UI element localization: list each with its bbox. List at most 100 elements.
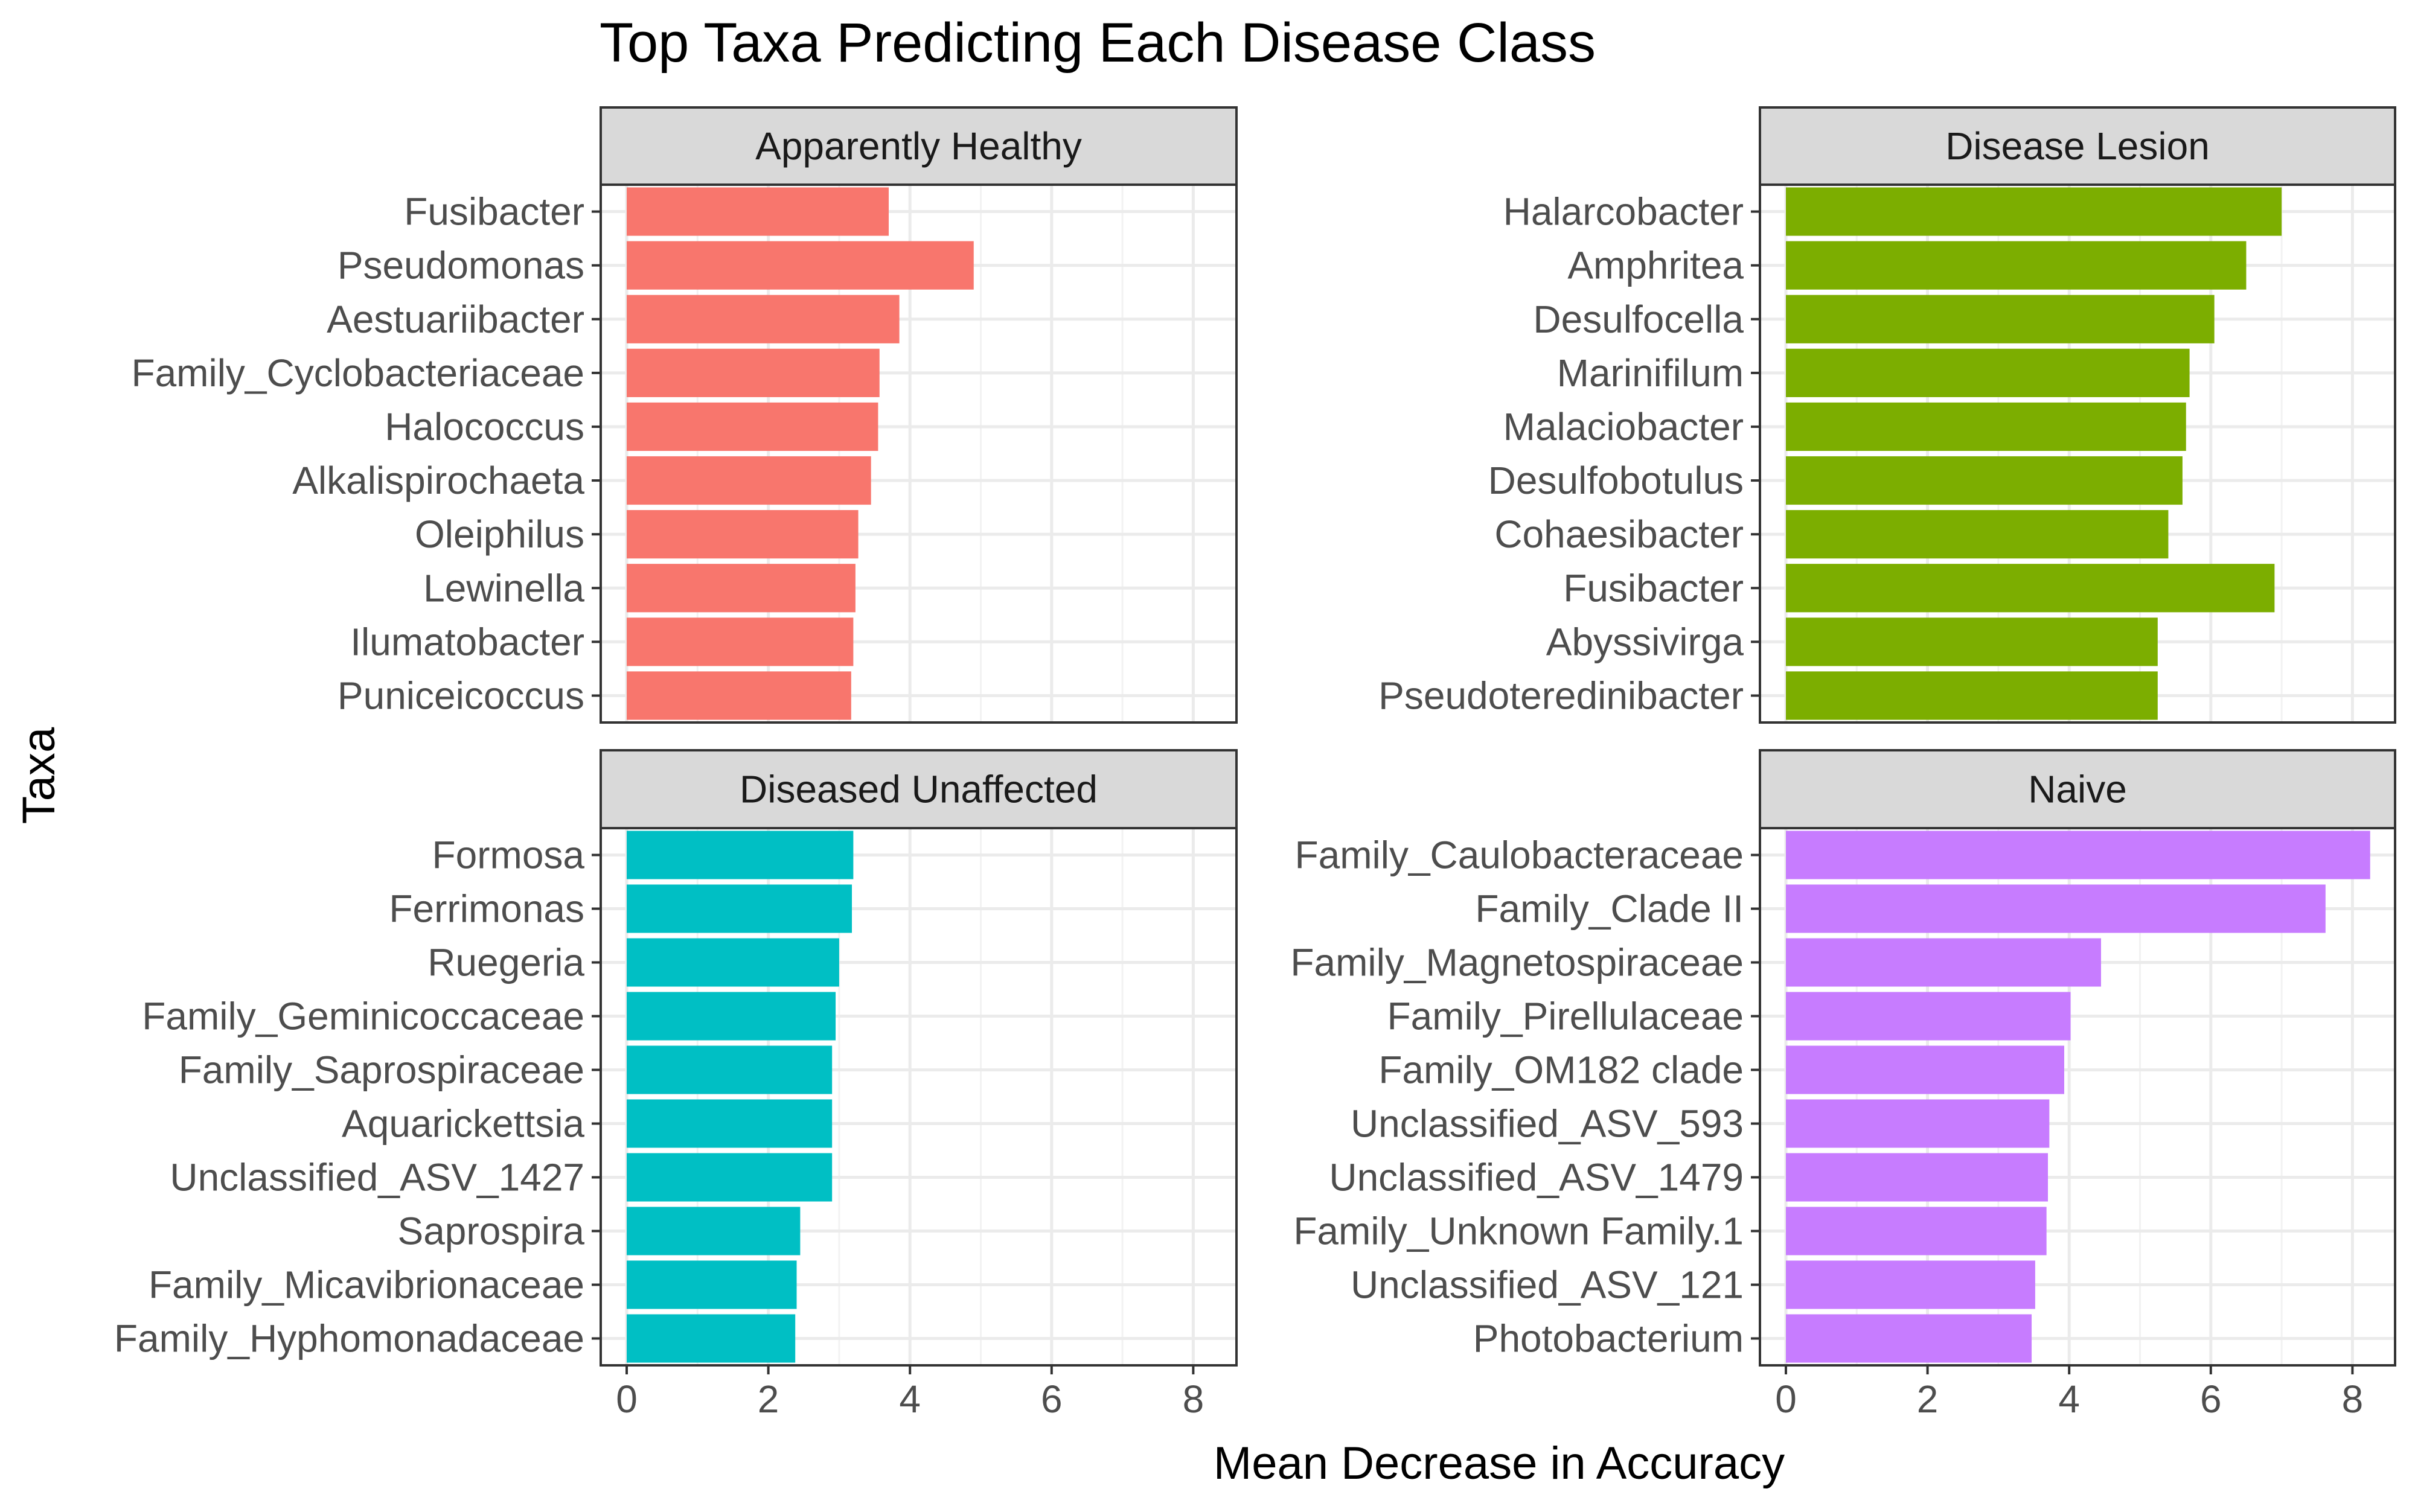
y-tick-label-pseudoteredinibacter: Pseudoteredinibacter [1378, 674, 1744, 717]
bar-ruegeria [627, 938, 839, 987]
bar-unclassified-asv-121 [1786, 1260, 2035, 1309]
y-tick-label-amphritea: Amphritea [1567, 244, 1744, 287]
bar-family-geminicoccaceae [627, 992, 836, 1041]
bar-amphritea [1786, 241, 2247, 290]
y-tick-label-pseudomonas: Pseudomonas [337, 244, 584, 287]
bar-oleiphilus [627, 510, 859, 559]
y-tick-label-halarcobacter: Halarcobacter [1503, 190, 1744, 234]
facet-strip [1759, 106, 2396, 186]
bar-fusibacter [1786, 564, 2275, 613]
bar-cohaesibacter [1786, 510, 2169, 559]
facet-strip [600, 749, 1238, 829]
y-tick-label-family-cyclobacteriaceae: Family_Cyclobacteriaceae [131, 351, 584, 395]
bar-unclassified-asv-593 [1786, 1099, 2050, 1148]
bar-family-pirellulaceae [1786, 992, 2071, 1041]
facet-strip [1759, 749, 2396, 829]
y-tick-label-saprospira: Saprospira [398, 1210, 585, 1253]
bar-family-clade-ii [1786, 884, 2326, 933]
bar-desulfobotulus [1786, 456, 2183, 505]
x-tick-label: 8 [1183, 1377, 1204, 1421]
bar-pseudomonas [627, 241, 974, 290]
bar-formosa [627, 831, 854, 879]
x-axis-label: Mean Decrease in Accuracy [1214, 1438, 1785, 1489]
facets-layer: Apparently Healthy Fusibacter Pseudomonas A… [114, 106, 2396, 1421]
bar-family-unknown-family-1 [1786, 1207, 2047, 1255]
bar-halococcus [627, 402, 878, 451]
bar-fusibacter [627, 187, 889, 236]
x-tick-label: 2 [1917, 1377, 1939, 1421]
y-tick-label-abyssivirga: Abyssivirga [1546, 620, 1744, 663]
x-tick-label: 4 [2058, 1377, 2080, 1421]
y-tick-label-oleiphilus: Oleiphilus [415, 512, 584, 556]
y-tick-label-fusibacter: Fusibacter [404, 190, 584, 234]
bar-malaciobacter [1786, 402, 2186, 451]
facet-strip-label: Disease Lesion [1945, 124, 2210, 168]
bar-puniceicoccus [627, 671, 851, 720]
y-tick-label-ruegeria: Ruegeria [427, 941, 584, 984]
y-axis-label: Taxa [13, 727, 65, 824]
y-tick-label-unclassified-asv-1479: Unclassified_ASV_1479 [1329, 1156, 1744, 1199]
bar-unclassified-asv-1427 [627, 1153, 833, 1202]
bar-family-caulobacteraceae [1786, 831, 2370, 879]
y-tick-label-malaciobacter: Malaciobacter [1503, 405, 1744, 448]
y-tick-label-formosa: Formosa [432, 834, 585, 877]
x-tick-label: 0 [1775, 1377, 1797, 1421]
x-tick-label: 6 [2200, 1377, 2222, 1421]
y-tick-label-family-geminicoccaceae: Family_Geminicoccaceae [142, 995, 584, 1038]
y-tick-label-cohaesibacter: Cohaesibacter [1494, 512, 1744, 556]
bar-halarcobacter [1786, 187, 2282, 236]
bar-ferrimonas [627, 884, 852, 933]
y-tick-label-family-hyphomonadaceae: Family_Hyphomonadaceae [114, 1317, 584, 1360]
x-tick-label: 6 [1041, 1377, 1063, 1421]
y-tick-label-family-pirellulaceae: Family_Pirellulaceae [1387, 995, 1744, 1038]
y-tick-label-ilumatobacter: Ilumatobacter [350, 620, 584, 663]
y-tick-label-desulfobotulus: Desulfobotulus [1488, 459, 1744, 502]
y-tick-label-marinifilum: Marinifilum [1557, 351, 1744, 395]
bar-family-om182-clade [1786, 1045, 2064, 1094]
y-tick-label-desulfocella: Desulfocella [1533, 298, 1744, 341]
y-tick-label-unclassified-asv-121: Unclassified_ASV_121 [1351, 1263, 1744, 1307]
y-tick-label-halococcus: Halococcus [385, 405, 584, 448]
bar-family-micavibrionaceae [627, 1260, 797, 1309]
bar-desulfocella [1786, 295, 2215, 343]
bar-abyssivirga [1786, 617, 2158, 666]
y-tick-label-unclassified-asv-1427: Unclassified_ASV_1427 [170, 1156, 584, 1199]
facet-strip [600, 106, 1238, 186]
y-tick-label-fusibacter: Fusibacter [1563, 566, 1744, 610]
x-tick-label: 8 [2342, 1377, 2364, 1421]
facet-strip-label: Diseased Unaffected [740, 768, 1098, 811]
facet-naive: Naive Family_Caulobacteraceae Family_Clade… [1290, 749, 2396, 1421]
y-tick-label-family-magnetospiraceae: Family_Magnetospiraceae [1290, 941, 1744, 984]
bar-family-cyclobacteriaceae [627, 348, 880, 397]
x-tick-label: 4 [899, 1377, 921, 1421]
bar-family-hyphomonadaceae [627, 1314, 796, 1363]
y-tick-label-puniceicoccus: Puniceicoccus [337, 674, 584, 717]
bar-aestuariibacter [627, 295, 900, 343]
y-tick-label-family-unknown-family-1: Family_Unknown Family.1 [1293, 1210, 1744, 1253]
y-tick-label-alkalispirochaeta: Alkalispirochaeta [292, 459, 584, 502]
facet-strip-label: Apparently Healthy [755, 124, 1082, 168]
y-tick-label-aestuariibacter: Aestuariibacter [327, 298, 584, 341]
bar-pseudoteredinibacter [1786, 671, 2158, 720]
facet-strip-label: Naive [2028, 768, 2127, 811]
x-tick-label: 2 [758, 1377, 779, 1421]
facet-diseased-unaffected: Diseased Unaffected Formosa Ferrimonas Rueg… [114, 749, 1238, 1421]
y-tick-label-lewinella: Lewinella [423, 566, 584, 610]
facet-disease-lesion: Disease Lesion Halarcobacter Amphritea Desu… [1378, 106, 2396, 724]
bar-family-magnetospiraceae [1786, 938, 2101, 987]
bar-family-saprospiraceae [627, 1045, 833, 1094]
facet-apparently-healthy: Apparently Healthy Fusibacter Pseudomonas A… [131, 106, 1238, 724]
y-tick-label-family-clade-ii: Family_Clade II [1475, 887, 1744, 931]
x-tick-label: 0 [616, 1377, 638, 1421]
y-tick-label-aquarickettsia: Aquarickettsia [342, 1102, 584, 1146]
y-tick-label-ferrimonas: Ferrimonas [389, 887, 584, 931]
bar-saprospira [627, 1207, 801, 1255]
y-tick-label-family-caulobacteraceae: Family_Caulobacteraceae [1295, 834, 1744, 877]
y-tick-label-photobacterium: Photobacterium [1473, 1317, 1744, 1360]
y-tick-label-unclassified-asv-593: Unclassified_ASV_593 [1351, 1102, 1744, 1146]
bar-ilumatobacter [627, 617, 854, 666]
y-tick-label-family-om182-clade: Family_OM182 clade [1378, 1048, 1744, 1092]
y-tick-label-family-micavibrionaceae: Family_Micavibrionaceae [149, 1263, 584, 1307]
